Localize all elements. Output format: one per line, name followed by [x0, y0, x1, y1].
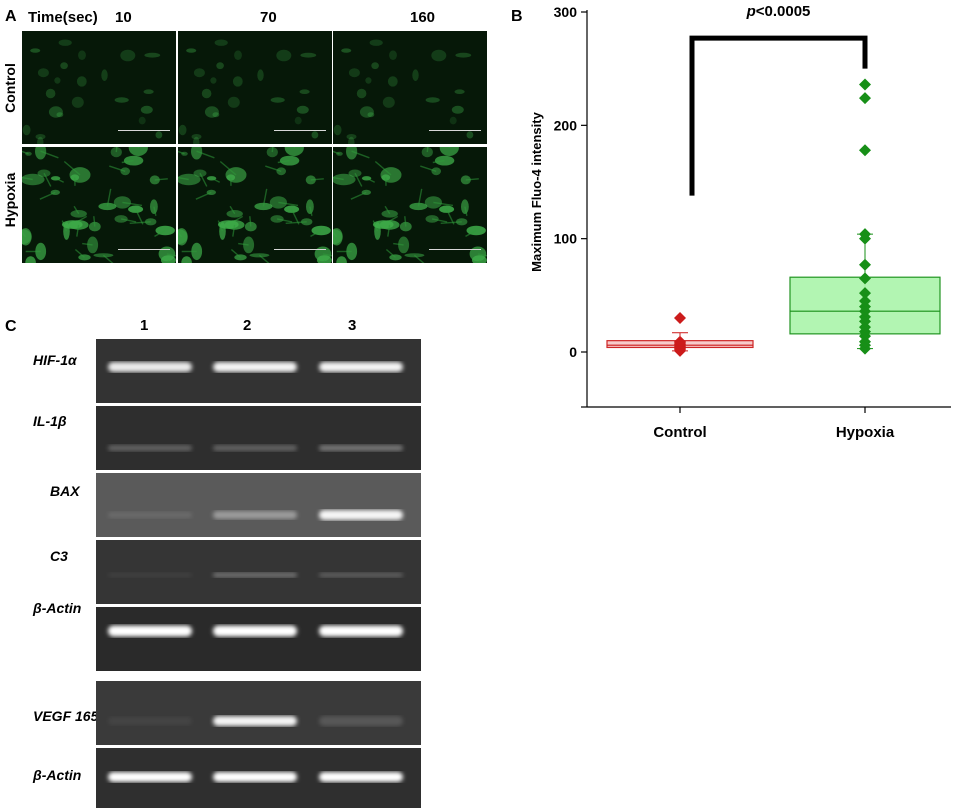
gel-band — [108, 772, 192, 782]
time-label: Time(sec) — [28, 9, 98, 26]
micrograph-hypoxia-2 — [178, 147, 332, 263]
data-point — [859, 228, 871, 241]
gel-band — [319, 362, 403, 372]
data-point — [859, 92, 871, 105]
p-value-annotation: p<0.0005 — [746, 3, 811, 20]
data-point — [859, 272, 871, 285]
data-point — [859, 287, 871, 300]
data-point — [859, 295, 871, 307]
micrograph-hypoxia-1 — [22, 147, 176, 263]
micrograph-control-2 — [178, 31, 332, 144]
gel-band — [213, 716, 297, 726]
x-tick-label-hypoxia: Hypoxia — [836, 424, 895, 441]
gel-band — [108, 572, 192, 578]
micrograph-hypoxia-3 — [333, 147, 487, 263]
scale-bar — [118, 249, 170, 250]
gel-band — [108, 445, 192, 451]
row-label-control: Control — [2, 63, 18, 113]
panel-a-letter: A — [5, 8, 17, 25]
scale-bar — [429, 249, 481, 250]
row-label-hypoxia: Hypoxia — [2, 172, 18, 228]
gel-band — [319, 510, 403, 520]
gel-band — [319, 716, 403, 726]
time-70: 70 — [260, 9, 277, 26]
y-tick-label: 100 — [554, 231, 578, 247]
lane-label-2: 2 — [243, 317, 252, 334]
gene-label-c3: C3 — [50, 548, 68, 564]
data-point — [674, 335, 686, 348]
gel-vegf165 — [96, 681, 421, 745]
gel-band — [213, 511, 297, 519]
panel-c-letter: C — [5, 318, 17, 335]
gel-bax — [96, 473, 421, 537]
gel-hif1a — [96, 339, 421, 403]
gel-actin-2 — [96, 748, 421, 808]
gel-band — [108, 625, 192, 637]
micrograph-control-3 — [333, 31, 487, 144]
gel-band — [213, 572, 297, 578]
gel-band — [213, 625, 297, 637]
gene-label-actin-1: β-Actin — [33, 600, 82, 616]
gel-band — [319, 625, 403, 637]
scale-bar — [274, 249, 326, 250]
micrograph-control-1 — [22, 31, 176, 144]
gel-band — [319, 572, 403, 578]
lane-label-1: 1 — [140, 317, 149, 334]
y-tick-label: 300 — [554, 4, 578, 20]
gene-label-bax: BAX — [50, 483, 80, 499]
gel-band — [213, 362, 297, 372]
gel-band — [319, 772, 403, 782]
data-point — [859, 144, 871, 157]
y-tick-label: 200 — [554, 117, 578, 133]
gene-label-hif1a: HIF-1α — [33, 352, 77, 368]
data-point — [859, 258, 871, 271]
gene-label-il1b: IL-1β — [33, 413, 67, 429]
gel-il1b — [96, 406, 421, 470]
gel-band — [213, 772, 297, 782]
gel-band — [213, 445, 297, 451]
gel-c3 — [96, 540, 421, 604]
scale-bar — [274, 130, 326, 131]
time-160: 160 — [410, 9, 436, 26]
scale-bar — [429, 130, 481, 131]
x-tick-label-control: Control — [653, 424, 706, 441]
panel-b-letter: B — [511, 8, 523, 25]
gene-label-actin-2: β-Actin — [33, 767, 82, 783]
gel-band — [319, 445, 403, 451]
time-10: 10 — [115, 9, 132, 26]
scale-bar — [118, 130, 170, 131]
y-tick-label: 0 — [569, 344, 577, 360]
gel-band — [108, 362, 192, 372]
data-point — [674, 312, 686, 324]
gel-actin-1 — [96, 607, 421, 671]
y-axis-label: Maximum Fluo-4 intensity — [529, 111, 544, 271]
box-plot-chart: 0 100 200 300 Maximum Fluo-4 intensity Contro… — [529, 3, 951, 441]
lane-label-3: 3 — [348, 317, 357, 334]
gel-band — [108, 512, 192, 518]
significance-bracket — [689, 35, 868, 196]
gel-band — [108, 717, 192, 725]
gene-label-vegf165: VEGF 165 — [33, 708, 99, 724]
data-point — [859, 78, 871, 91]
